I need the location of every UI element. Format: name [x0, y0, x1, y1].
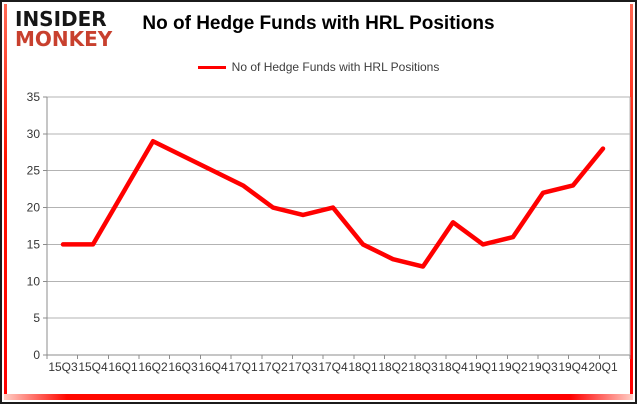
legend: No of Hedge Funds with HRL Positions: [2, 60, 635, 74]
x-axis-tick-label: 19Q1: [468, 360, 498, 374]
x-axis-tick-label: 15Q4: [78, 360, 108, 374]
x-axis-tick-label: 16Q1: [108, 360, 138, 374]
y-axis-tick-label: 35: [27, 90, 41, 104]
x-axis-tick-label: 16Q2: [138, 360, 168, 374]
x-axis-tick-label: 15Q3: [48, 360, 78, 374]
data-line-hrl: [60, 138, 606, 269]
legend-line-marker: [197, 65, 226, 69]
chart-title: No of Hedge Funds with HRL Positions: [142, 13, 495, 34]
y-axis-tick-label: 5: [33, 311, 40, 325]
x-axis-tick-label: 19Q4: [558, 360, 588, 374]
x-axis-tick-label: 19Q2: [498, 360, 528, 374]
y-axis-tick-label: 0: [33, 348, 40, 362]
insider-monkey-logo: INSIDER MONKEY: [15, 7, 113, 51]
x-axis-tick-label: 16Q4: [198, 360, 228, 374]
logo-line-insider: INSIDER: [15, 7, 107, 31]
x-axis-tick-label: 17Q3: [288, 360, 318, 374]
x-axis-tick-label: 17Q1: [228, 360, 258, 374]
x-axis-tick-label: 16Q3: [168, 360, 198, 374]
x-axis-tick-label: 18Q2: [378, 360, 408, 374]
x-axis-tick-label: 18Q3: [408, 360, 438, 374]
y-axis-tick-label: 30: [27, 127, 41, 141]
logo-line-monkey: MONKEY: [15, 26, 113, 51]
x-axis-tick-label: 17Q2: [258, 360, 288, 374]
legend-label: No of Hedge Funds with HRL Positions: [231, 60, 440, 74]
y-axis-tick-label: 25: [27, 164, 41, 178]
x-axis-tick-label: 19Q3: [528, 360, 558, 374]
y-axis-tick-label: 15: [27, 237, 41, 251]
x-axis-tick-label: 18Q1: [348, 360, 378, 374]
x-axis-tick-label: 20Q1: [588, 360, 618, 374]
y-axis-tick-label: 20: [27, 201, 41, 215]
x-axis-tick-label: 17Q4: [318, 360, 348, 374]
x-axis-tick-label: 18Q4: [438, 360, 468, 374]
y-axis-tick-label: 10: [27, 274, 41, 288]
